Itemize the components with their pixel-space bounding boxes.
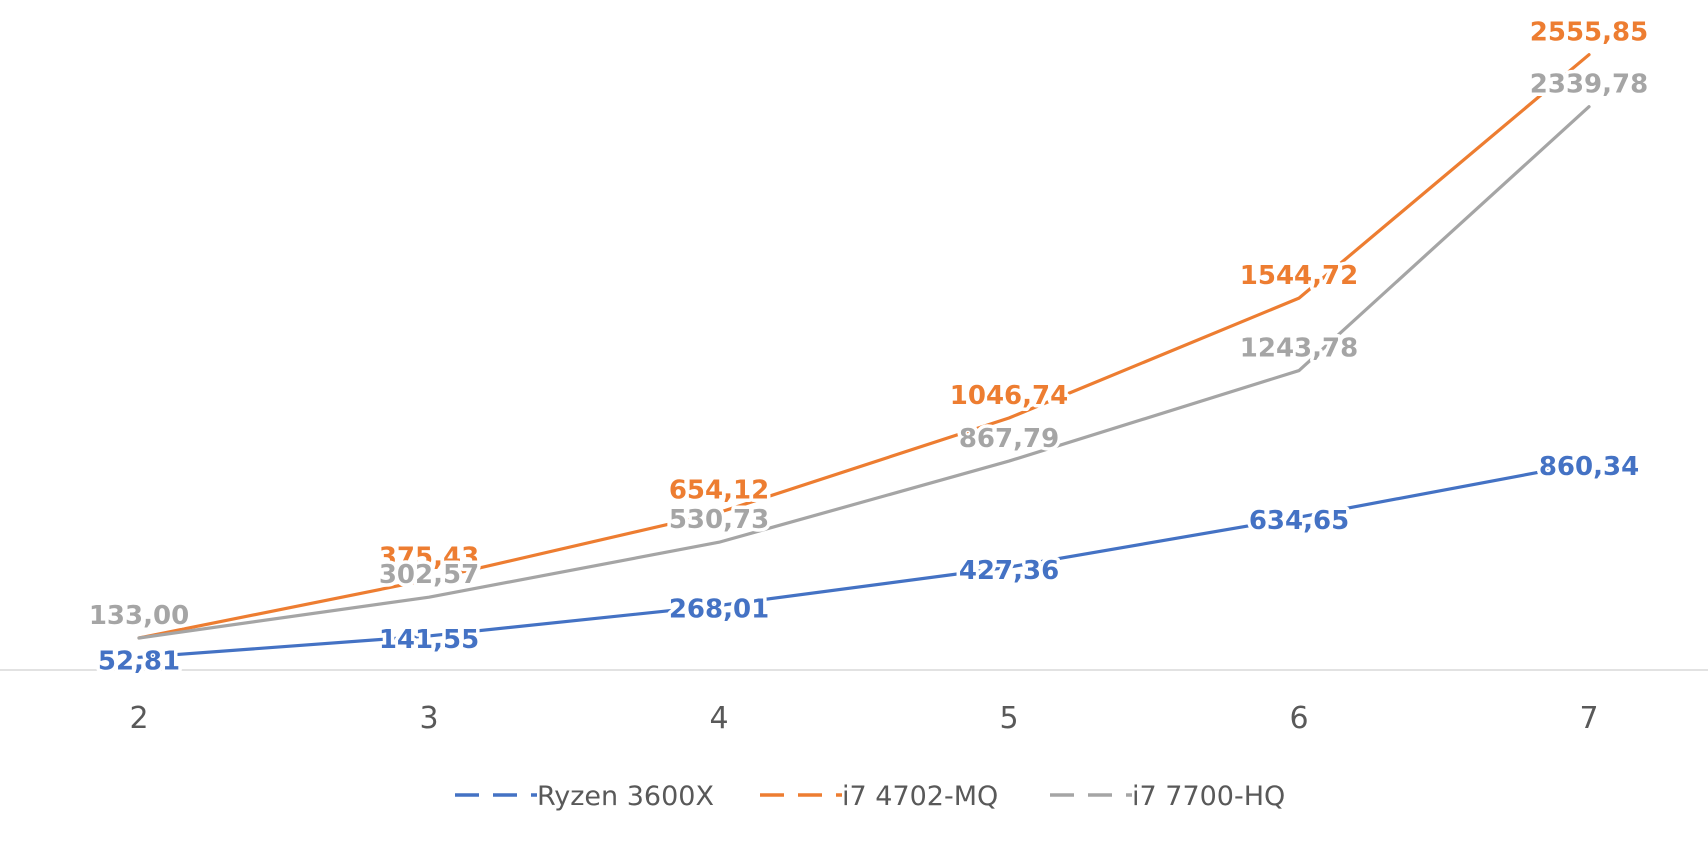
data-label-i7-4702-mq: 375,43 bbox=[379, 543, 479, 573]
data-label-ryzen-3600x: 860,34 bbox=[1539, 452, 1639, 482]
data-label-halo: 634,65 bbox=[1249, 506, 1349, 536]
data-label-halo: 133,00 bbox=[89, 601, 189, 631]
data-label-i7-7700-hq: 530,73 bbox=[669, 505, 769, 535]
data-label-halo: 141,55 bbox=[379, 625, 479, 655]
data-label-i7-4702-mq: 133,00 bbox=[89, 601, 189, 631]
data-label-halo: 2555,85 bbox=[1530, 18, 1648, 48]
legend-entry-i7-7700-hq: i7 7700-HQ bbox=[1050, 781, 1285, 812]
data-label-i7-4702-mq: 1544,72 bbox=[1240, 261, 1358, 291]
data-label-i7-7700-hq: 867,79 bbox=[959, 424, 1059, 454]
data-label-i7-4702-mq: 654,12 bbox=[669, 476, 769, 506]
data-label-halo: 375,43 bbox=[379, 543, 479, 573]
data-label-halo: 268,01 bbox=[669, 594, 769, 624]
series-line-i7-7700-hq bbox=[137, 105, 1591, 640]
data-label-halo: 1243,78 bbox=[1240, 334, 1358, 364]
x-tick-label: 2 bbox=[129, 701, 148, 736]
x-tick-label: 6 bbox=[1289, 701, 1308, 736]
data-label-halo: 1544,72 bbox=[1240, 261, 1358, 291]
data-label-halo: 302,57 bbox=[379, 560, 479, 590]
x-tick-label: 4 bbox=[709, 701, 728, 736]
data-label-ryzen-3600x: 427,36 bbox=[959, 556, 1059, 586]
legend-label: i7 4702-MQ bbox=[842, 781, 998, 812]
data-label-i7-7700-hq: 302,57 bbox=[379, 560, 479, 590]
data-label-halo: 530,73 bbox=[669, 505, 769, 535]
data-label-halo: 427,36 bbox=[959, 556, 1059, 586]
data-label-ryzen-3600x: 141,55 bbox=[379, 625, 479, 655]
data-label-i7-4702-mq: 1046,74 bbox=[950, 381, 1068, 411]
data-label-i7-7700-hq: 133,00 bbox=[89, 601, 189, 631]
data-label-ryzen-3600x: 634,65 bbox=[1249, 506, 1349, 536]
data-label-halo: 2339,78 bbox=[1530, 70, 1648, 100]
data-label-ryzen-3600x: 52,81 bbox=[98, 646, 180, 676]
legend-label: Ryzen 3600X bbox=[537, 781, 714, 812]
legend-entry-ryzen-3600x: Ryzen 3600X bbox=[455, 781, 714, 812]
series-line-i7-4702-mq bbox=[137, 53, 1591, 640]
data-label-halo: 867,79 bbox=[959, 424, 1059, 454]
data-label-i7-4702-mq: 2555,85 bbox=[1530, 18, 1648, 48]
data-label-halo: 654,12 bbox=[669, 476, 769, 506]
x-tick-label: 3 bbox=[419, 701, 438, 736]
data-label-halo: 133,00 bbox=[89, 601, 189, 631]
legend-entry-i7-4702-mq: i7 4702-MQ bbox=[760, 781, 998, 812]
x-tick-label: 7 bbox=[1579, 701, 1598, 736]
x-tick-label: 5 bbox=[999, 701, 1018, 736]
data-label-halo: 860,34 bbox=[1539, 452, 1639, 482]
data-label-i7-7700-hq: 1243,78 bbox=[1240, 334, 1358, 364]
legend: Ryzen 3600X i7 4702-MQ i7 7700-HQ bbox=[455, 781, 1285, 812]
data-label-halo: 52,81 bbox=[98, 646, 180, 676]
series-layer bbox=[137, 53, 1591, 659]
x-tick-layer: 2 3 4 5 6 7 bbox=[129, 701, 1598, 736]
data-label-layer: 52,8152,81141,55141,55268,01268,01427,36… bbox=[85, 14, 1651, 680]
data-label-i7-7700-hq: 2339,78 bbox=[1530, 70, 1648, 100]
legend-label: i7 7700-HQ bbox=[1132, 781, 1285, 812]
data-label-ryzen-3600x: 268,01 bbox=[669, 594, 769, 624]
data-label-halo: 1046,74 bbox=[950, 381, 1068, 411]
series-line-ryzen-3600x bbox=[137, 461, 1591, 659]
